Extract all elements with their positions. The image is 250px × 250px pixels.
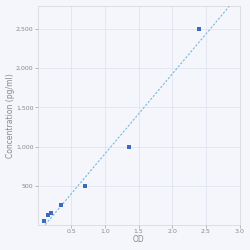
Point [126,144,130,148]
Point [42,219,46,223]
Point [83,184,87,188]
X-axis label: OD: OD [133,236,144,244]
Point [197,27,201,31]
Point [59,203,63,207]
Point [49,211,53,215]
Point [46,214,50,218]
Y-axis label: Concentration (pg/ml): Concentration (pg/ml) [6,73,15,158]
